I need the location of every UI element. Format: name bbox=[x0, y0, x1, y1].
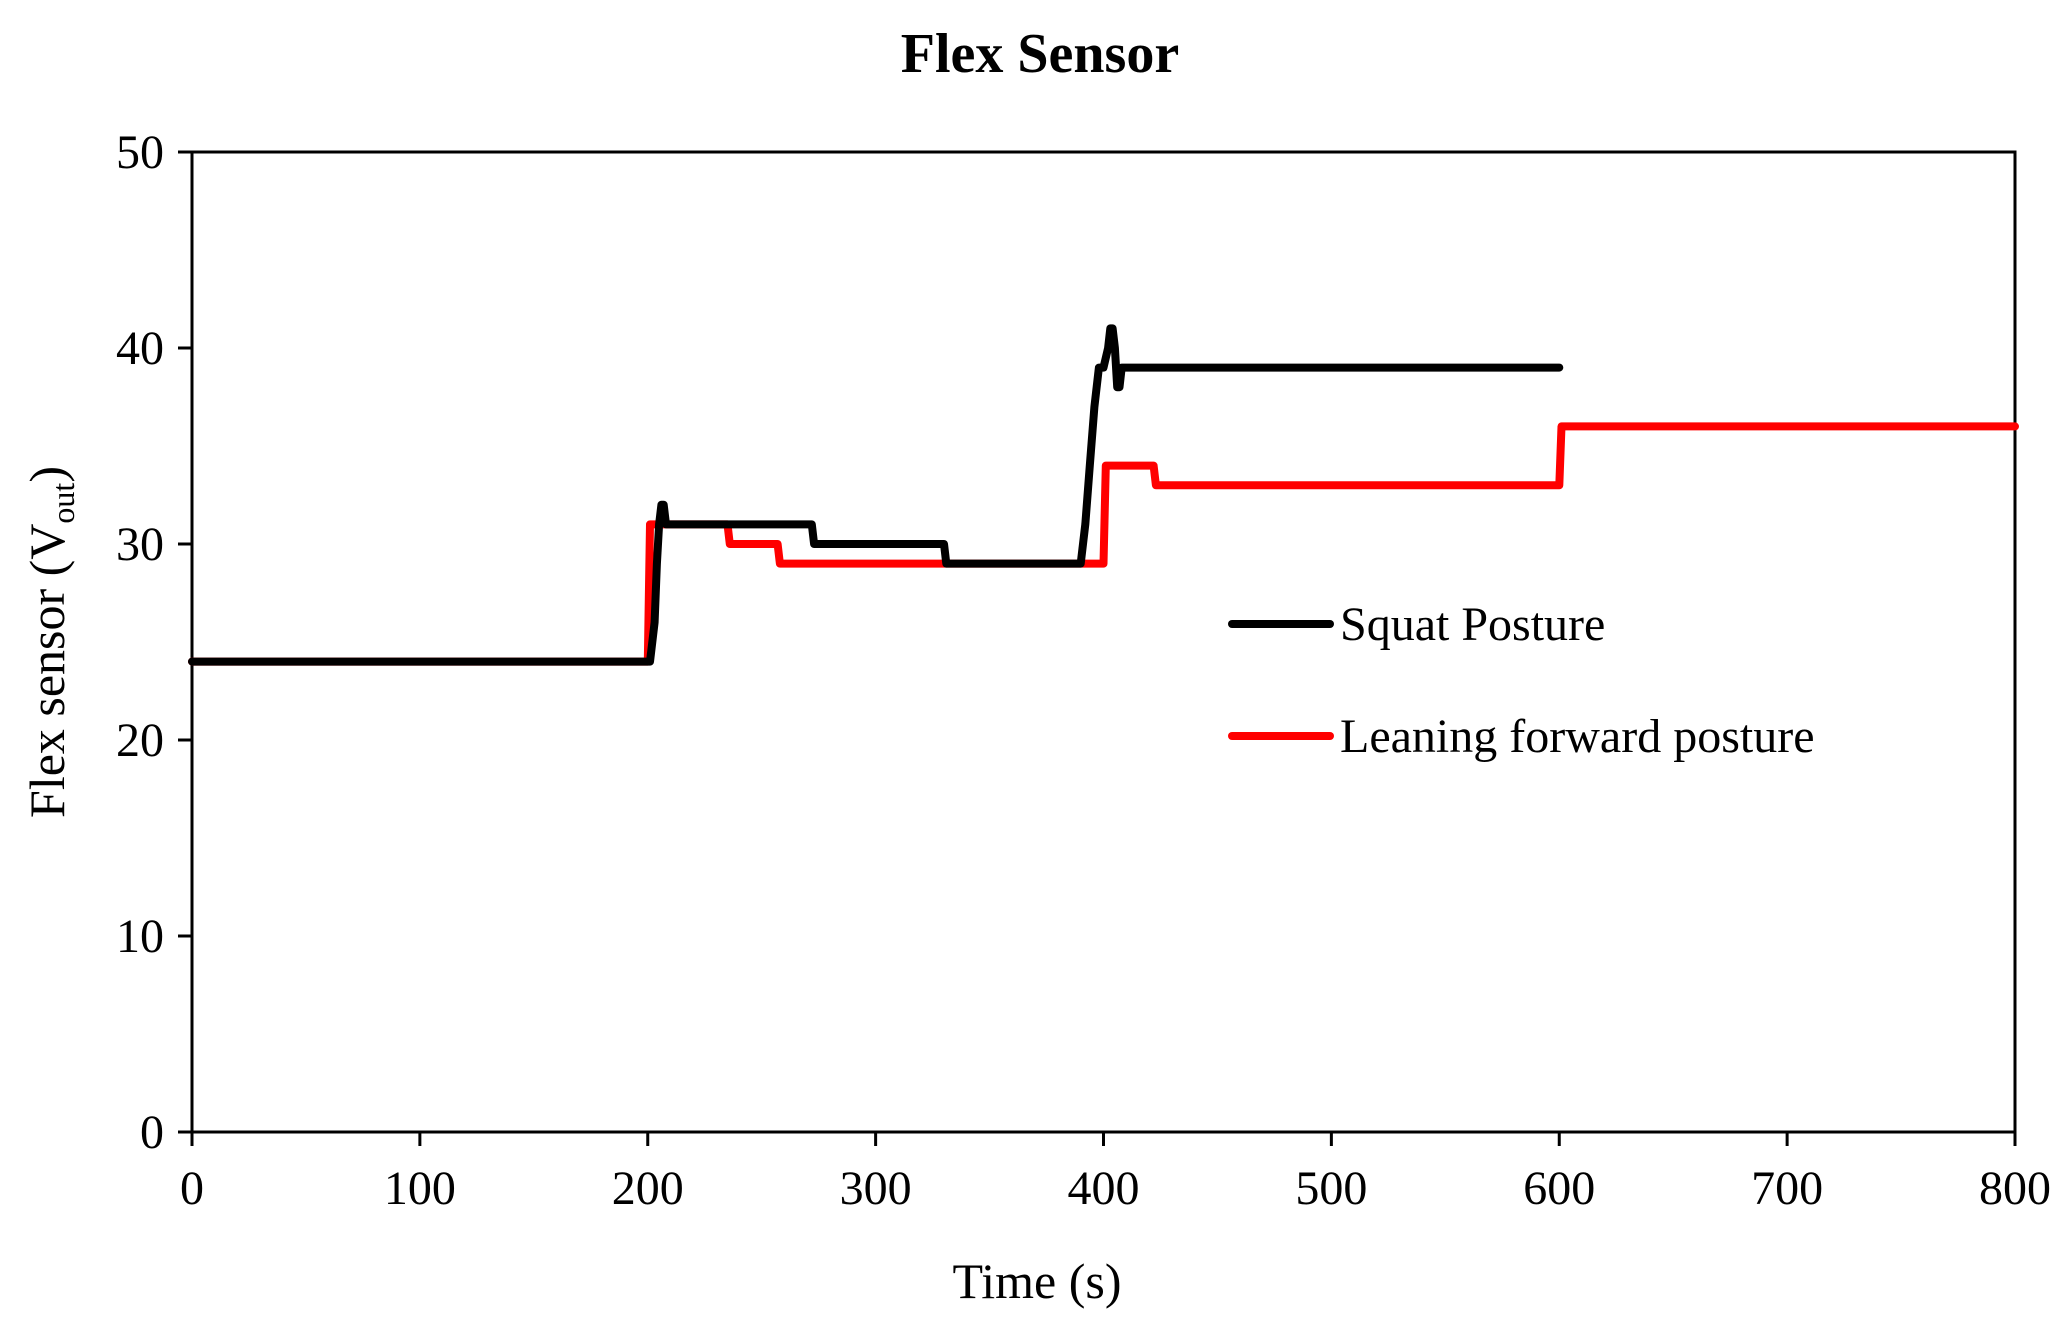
y-axis-label: Flex sensor (Vout) bbox=[19, 466, 81, 818]
x-tick-label: 100 bbox=[384, 1162, 456, 1215]
y-tick-label: 10 bbox=[116, 910, 164, 963]
y-tick-label: 0 bbox=[140, 1106, 164, 1159]
y-tick-label: 20 bbox=[116, 714, 164, 767]
y-tick-label: 30 bbox=[116, 518, 164, 571]
x-tick-label: 500 bbox=[1295, 1162, 1367, 1215]
y-axis-label-subscript: out bbox=[45, 483, 81, 524]
x-tick-label: 700 bbox=[1751, 1162, 1823, 1215]
legend: Squat Posture Leaning forward posture bbox=[1228, 598, 1815, 763]
y-axis-label-main: Flex sensor (V bbox=[19, 524, 75, 818]
x-axis-ticks: 0 100 200 300 400 500 600 700 800 bbox=[180, 1132, 2051, 1215]
series-line-leaning-forward-posture bbox=[188, 422, 2019, 666]
y-tick-label: 40 bbox=[116, 322, 164, 375]
series-line-squat-posture bbox=[188, 324, 1564, 666]
plot-frame bbox=[190, 150, 2017, 1134]
legend-label-leaning-forward-posture: Leaning forward posture bbox=[1340, 710, 1815, 763]
x-tick-label: 300 bbox=[840, 1162, 912, 1215]
x-tick-label: 800 bbox=[1979, 1162, 2051, 1215]
legend-label-squat-posture: Squat Posture bbox=[1340, 598, 1605, 651]
y-tick-label: 50 bbox=[116, 126, 164, 179]
x-axis-label: Time (s) bbox=[952, 1253, 1121, 1309]
chart-title: Flex Sensor bbox=[901, 23, 1179, 85]
x-tick-label: 600 bbox=[1523, 1162, 1595, 1215]
x-tick-label: 200 bbox=[612, 1162, 684, 1215]
x-tick-label: 400 bbox=[1068, 1162, 1140, 1215]
y-axis-ticks: 0 10 20 30 40 50 bbox=[116, 126, 192, 1159]
x-tick-label: 0 bbox=[180, 1162, 204, 1215]
y-axis-label-close: ) bbox=[19, 466, 75, 483]
series-layer bbox=[188, 324, 2019, 666]
